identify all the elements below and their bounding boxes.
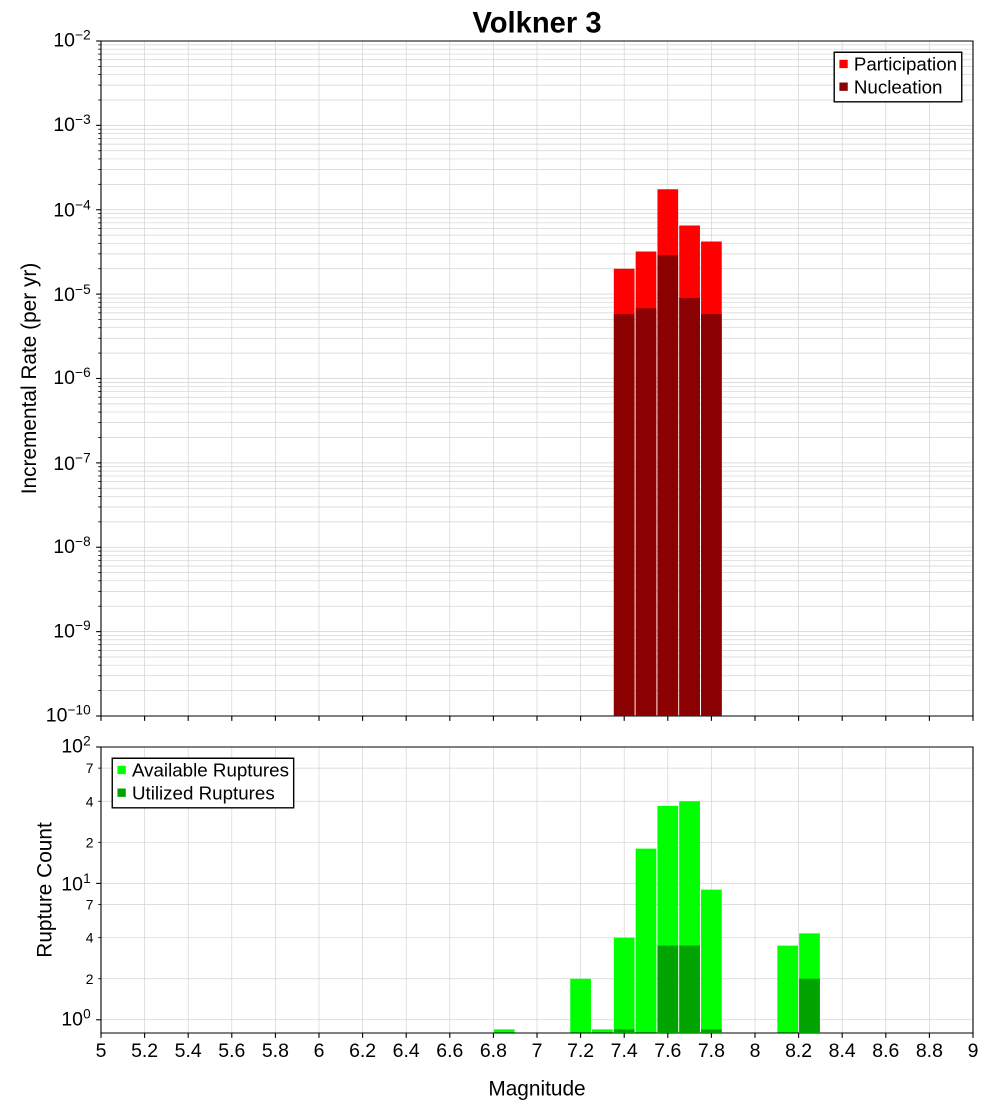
svg-text:5.4: 5.4 (175, 1040, 202, 1062)
svg-text:Participation: Participation (854, 54, 957, 75)
svg-text:8.2: 8.2 (785, 1040, 812, 1062)
svg-text:1 0 0: 1 0 0 (61, 1005, 91, 1030)
svg-text:Volkner 3: Volkner 3 (472, 8, 601, 40)
svg-text:Rupture Count: Rupture Count (33, 822, 56, 958)
svg-text:4: 4 (86, 930, 94, 946)
svg-text:2: 2 (86, 971, 94, 987)
svg-text:6: 6 (314, 1040, 325, 1062)
svg-text:6.2: 6.2 (349, 1040, 376, 1062)
svg-text:Magnitude: Magnitude (488, 1077, 585, 1100)
svg-text:6.4: 6.4 (393, 1040, 420, 1062)
svg-text:7.6: 7.6 (654, 1040, 681, 1062)
svg-text:Available Ruptures: Available Ruptures (132, 760, 289, 781)
svg-text:7: 7 (532, 1040, 543, 1062)
svg-text:7: 7 (86, 760, 94, 776)
svg-text:9: 9 (968, 1040, 979, 1062)
svg-text:4: 4 (86, 793, 94, 809)
svg-text:6.8: 6.8 (480, 1040, 507, 1062)
svg-text:2: 2 (86, 834, 94, 850)
svg-text:1 0 2: 1 0 2 (61, 733, 90, 758)
svg-text:7.4: 7.4 (611, 1040, 638, 1062)
svg-text:Utilized Ruptures: Utilized Ruptures (132, 782, 275, 803)
svg-text:7.2: 7.2 (567, 1040, 594, 1062)
svg-text:5: 5 (96, 1040, 107, 1062)
svg-text:6.6: 6.6 (436, 1040, 463, 1062)
svg-text:5.6: 5.6 (218, 1040, 245, 1062)
svg-text:5.8: 5.8 (262, 1040, 289, 1062)
svg-text:8.4: 8.4 (829, 1040, 856, 1062)
svg-text:Incremental Rate (per yr): Incremental Rate (per yr) (18, 263, 41, 495)
svg-text:8.8: 8.8 (916, 1040, 943, 1062)
svg-text:7: 7 (86, 897, 94, 913)
svg-text:7.8: 7.8 (698, 1040, 725, 1062)
svg-text:8: 8 (750, 1040, 761, 1062)
svg-text:Nucleation: Nucleation (854, 76, 943, 97)
svg-text:1 0 1: 1 0 1 (61, 870, 90, 895)
svg-text:5.2: 5.2 (131, 1040, 158, 1062)
svg-text:8.6: 8.6 (872, 1040, 899, 1062)
